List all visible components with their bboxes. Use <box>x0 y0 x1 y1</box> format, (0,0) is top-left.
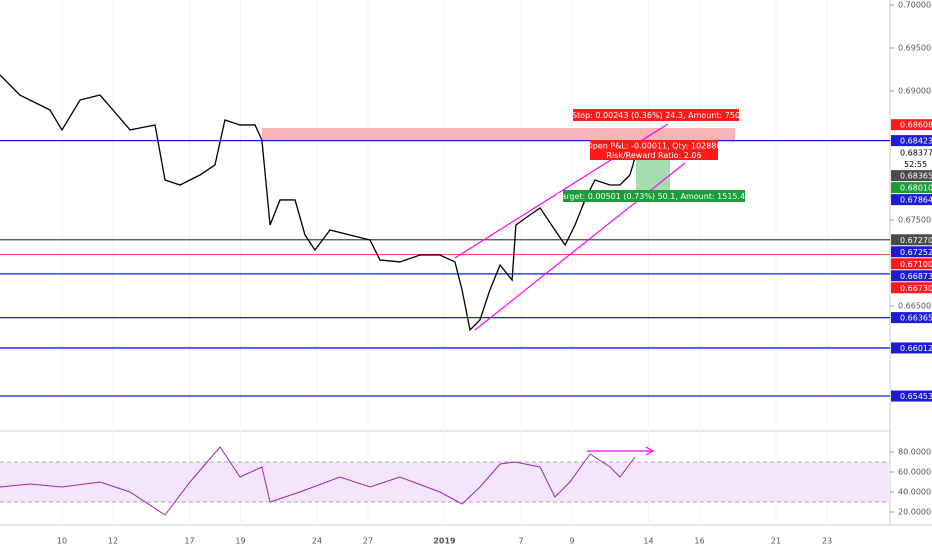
x-tick-label: 23 <box>822 537 832 546</box>
x-tick-label: 7 <box>518 537 523 546</box>
level-label-box <box>891 119 932 131</box>
level-label: 0.68608 <box>900 121 932 130</box>
level-label: 0.67270 <box>900 236 932 245</box>
level-label-box <box>891 182 932 194</box>
annotation-box <box>563 190 745 202</box>
x-tick-label: 24 <box>312 537 322 546</box>
level-label: 0.66365 <box>900 314 932 323</box>
level-label: 0.67252 <box>900 248 932 257</box>
level-label-box <box>891 147 932 159</box>
y-tick-label: 0.66500 <box>898 301 931 310</box>
x-tick-label: 17 <box>184 537 194 546</box>
x-tick-label: 16 <box>694 537 704 546</box>
level-label: 0.68365 <box>900 172 932 181</box>
annotation: Target: 0.00501 (0.73%) 50.1, Amount: 15… <box>557 192 750 201</box>
level-label: 0.65453 <box>900 392 932 401</box>
level-label-box <box>891 246 932 258</box>
level-label: 0.66012 <box>900 344 932 353</box>
level-label-box <box>891 312 932 324</box>
y-tick-label: 0.69500 <box>898 43 931 52</box>
level-label-box <box>891 390 932 402</box>
level-label-box <box>891 234 932 246</box>
annotation: Stop: 0.00243 (0.36%) 24.3, Amount: 750 <box>572 111 740 120</box>
annotation: Open P&L: -0.00011, Qty: 102880 <box>586 142 721 151</box>
x-tick-label: 12 <box>108 537 118 546</box>
level-label-box <box>891 282 932 294</box>
level-label-box <box>891 258 932 270</box>
level-label: 0.66730 <box>900 284 932 293</box>
x-tick-label: 2019 <box>433 537 456 546</box>
rsi-tick-label: 40.0000 <box>898 488 931 497</box>
x-tick-label: 27 <box>363 537 373 546</box>
level-label-box <box>891 170 932 182</box>
level-label-box <box>891 194 932 206</box>
level-label: 0.67864 <box>900 196 932 205</box>
annotation-box <box>590 150 718 160</box>
y-tick-label: 0.69000 <box>898 86 931 95</box>
price-line <box>0 74 636 332</box>
stop-zone <box>262 128 735 140</box>
annotation: Risk/Reward Ratio: 2.06 <box>606 151 701 160</box>
level-label: 0.66873 <box>900 272 932 281</box>
level-label: 0.68423 <box>900 137 932 146</box>
level-label: 0.68010 <box>900 184 932 193</box>
x-tick-label: 19 <box>235 537 245 546</box>
y-tick-label: 0.70000 <box>898 0 931 9</box>
countdown: 52:55 <box>904 160 927 169</box>
rsi-band <box>0 462 890 502</box>
rsi-arrow-head <box>645 446 655 456</box>
annotation-box <box>590 140 718 151</box>
x-tick-label: 10 <box>57 537 67 546</box>
rsi-tick-label: 60.0000 <box>898 468 931 477</box>
level-label-box <box>891 342 932 354</box>
level-label: 0.67100 <box>900 260 932 269</box>
level-label-box <box>891 135 932 147</box>
x-tick-label: 14 <box>643 537 653 546</box>
annotation-box <box>573 109 739 121</box>
x-tick-label: 21 <box>771 537 781 546</box>
level-label: 0.68377 <box>900 149 932 158</box>
x-tick-label: 9 <box>569 537 574 546</box>
level-label-box <box>891 270 932 282</box>
rsi-tick-label: 80.0000 <box>898 448 931 457</box>
y-tick-label: 0.67500 <box>898 215 931 224</box>
rsi-tick-label: 20.0000 <box>898 508 931 517</box>
rsi-line <box>0 446 636 516</box>
